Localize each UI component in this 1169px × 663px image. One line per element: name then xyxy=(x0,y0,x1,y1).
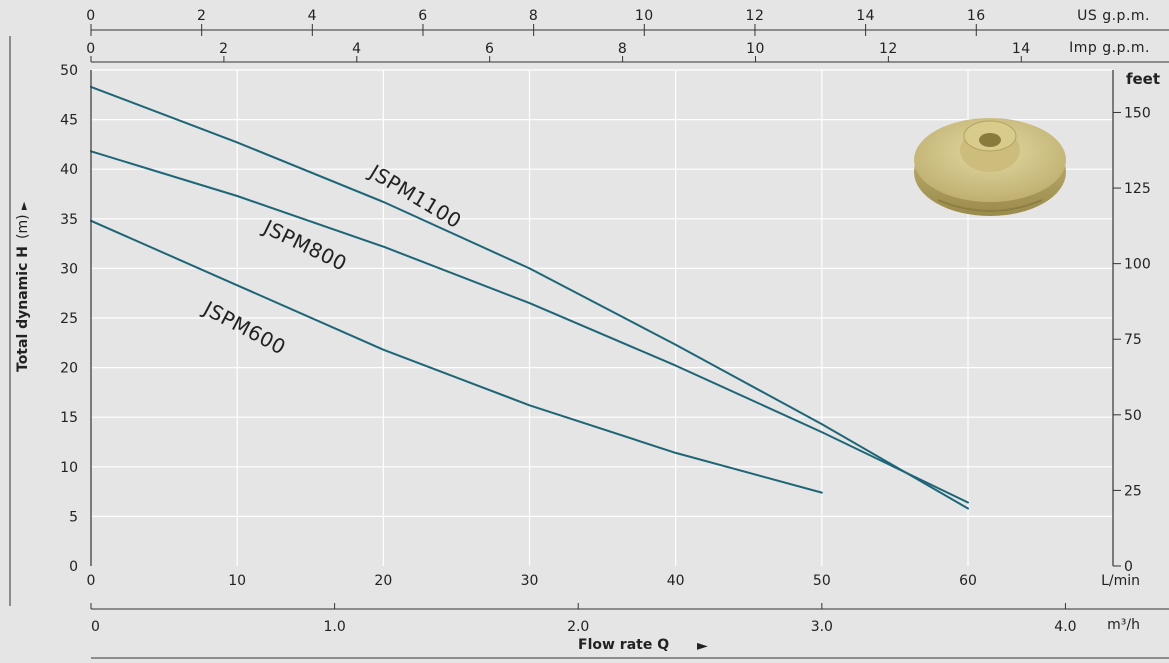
x-axis-arrow: ► xyxy=(697,638,708,654)
x-tick-label: 60 xyxy=(959,573,977,589)
axis-titles: US g.p.m. Imp g.p.m. feet L/min m³/h Flo… xyxy=(15,8,1160,654)
series-label-jspm1100: JSPM1100 xyxy=(364,159,466,234)
x-axis-title: Flow rate Q xyxy=(578,637,669,653)
imp-gpm-tick-label: 8 xyxy=(618,41,627,57)
axes xyxy=(9,29,1169,659)
us-gpm-tick-label: 8 xyxy=(529,8,538,24)
series-labels: JSPM1100 JSPM800 JSPM600 xyxy=(198,159,466,360)
y-tick-label: 25 xyxy=(60,311,78,327)
y2-tick-label: 125 xyxy=(1124,181,1151,197)
imp-gpm-tick-label: 14 xyxy=(1012,41,1031,57)
feet-unit-label: feet xyxy=(1126,70,1160,88)
imp-gpm-tick-label: 0 xyxy=(86,41,95,57)
us-gpm-tick-label: 2 xyxy=(197,8,206,24)
series-label-jspm600: JSPM600 xyxy=(198,295,290,359)
y-axis-arrow: ► xyxy=(17,201,30,210)
x-tick-label: 50 xyxy=(813,573,831,589)
y2-tick-label: 100 xyxy=(1124,257,1151,273)
series-line-jspm800 xyxy=(90,150,969,504)
x-tick-label: 30 xyxy=(521,573,539,589)
series-line-jspm1100 xyxy=(90,85,969,510)
y-tick-label: 0 xyxy=(69,559,78,575)
x-tick-label: 0 xyxy=(87,573,96,589)
y-tick-label: 35 xyxy=(60,212,78,228)
impeller-icon xyxy=(914,118,1066,216)
x-tick-label: 20 xyxy=(374,573,392,589)
m3h-unit-label: m³/h xyxy=(1107,617,1140,633)
y-axis-title: Total dynamic H xyxy=(15,246,31,372)
m3h-tick-label: 1.0 xyxy=(323,619,345,635)
y-axis-unit: (m) xyxy=(15,214,31,239)
x-tick-label: 10 xyxy=(228,573,246,589)
y2-tick-label: 150 xyxy=(1124,105,1151,121)
tick-labels: 0 10 20 30 40 50 60051015202530354045500255075… xyxy=(60,8,1151,635)
us-gpm-tick-label: 14 xyxy=(856,8,875,24)
y-tick-label: 10 xyxy=(60,460,78,476)
x-unit-label: L/min xyxy=(1101,573,1140,589)
m3h-tick-label: 3.0 xyxy=(811,619,833,635)
series-label-jspm800: JSPM800 xyxy=(258,214,351,276)
imp-gpm-tick-label: 4 xyxy=(352,41,361,57)
m3h-tick-label: 4.0 xyxy=(1054,619,1076,635)
y-tick-label: 15 xyxy=(60,410,78,426)
imp-gpm-tick-label: 12 xyxy=(879,41,898,57)
us-gpm-tick-label: 16 xyxy=(967,8,986,24)
m3h-tick-label: 0 xyxy=(91,619,100,635)
y2-tick-label: 75 xyxy=(1124,332,1142,348)
us-gpm-tick-label: 0 xyxy=(86,8,95,24)
m3h-tick-label: 2.0 xyxy=(567,619,589,635)
y-tick-label: 40 xyxy=(60,162,78,178)
series-lines xyxy=(90,85,969,510)
series-line-jspm600 xyxy=(90,219,823,494)
us-gpm-label: US g.p.m. xyxy=(1077,8,1150,24)
y2-tick-label: 50 xyxy=(1124,408,1142,424)
y-tick-label: 30 xyxy=(60,261,78,277)
x-tick-label: 40 xyxy=(667,573,685,589)
y2-tick-label: 25 xyxy=(1124,483,1142,499)
y-tick-label: 20 xyxy=(60,361,78,377)
us-gpm-tick-label: 12 xyxy=(746,8,765,24)
imp-gpm-label: Imp g.p.m. xyxy=(1069,40,1150,56)
y-tick-label: 50 xyxy=(60,63,78,79)
y-tick-label: 45 xyxy=(60,113,78,129)
us-gpm-tick-label: 4 xyxy=(308,8,317,24)
imp-gpm-tick-label: 10 xyxy=(746,41,765,57)
us-gpm-tick-label: 6 xyxy=(418,8,427,24)
y2-tick-label: 0 xyxy=(1124,559,1133,575)
y-tick-label: 5 xyxy=(69,509,78,525)
imp-gpm-tick-label: 2 xyxy=(219,41,228,57)
us-gpm-tick-label: 10 xyxy=(635,8,654,24)
imp-gpm-tick-label: 6 xyxy=(485,41,494,57)
